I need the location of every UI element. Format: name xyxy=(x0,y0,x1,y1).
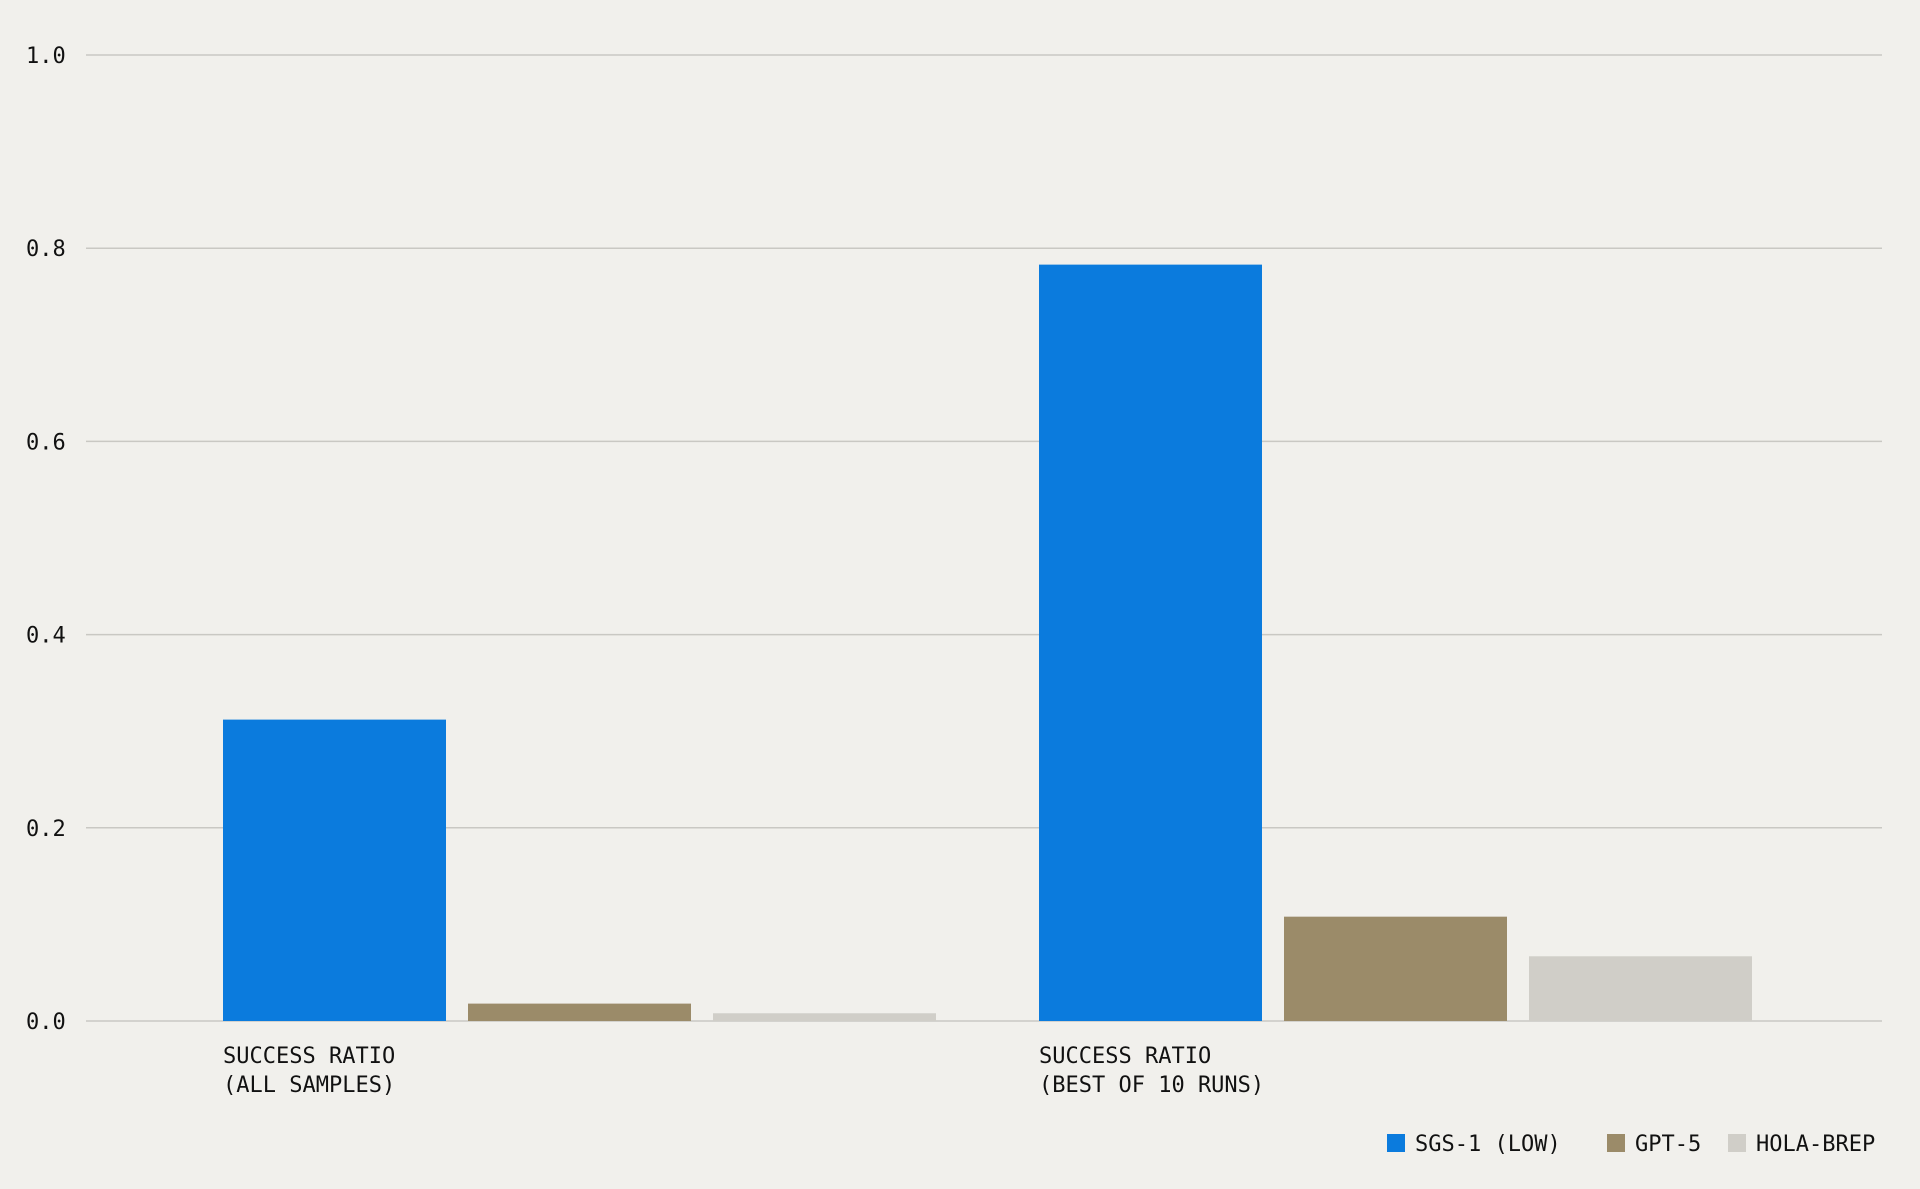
bar xyxy=(1284,916,1507,1021)
y-tick-label: 0.6 xyxy=(26,430,66,455)
category-labels: SUCCESS RATIO (ALL SAMPLES) SUCCESS RATIO (… xyxy=(223,1044,1264,1098)
bar xyxy=(223,719,446,1021)
legend-swatch xyxy=(1607,1134,1625,1152)
legend-swatch xyxy=(1728,1134,1746,1152)
x-category-label: SUCCESS RATIO xyxy=(1039,1044,1211,1069)
x-category-label: SUCCESS RATIO xyxy=(223,1044,395,1069)
x-category-label: (ALL SAMPLES) xyxy=(223,1073,395,1098)
bar xyxy=(713,1013,936,1021)
grid-layer: 0.0 0.2 0.4 0.6 0.8 1.0 xyxy=(26,44,1882,1035)
bar xyxy=(1529,956,1752,1021)
legend-label: GPT-5 xyxy=(1635,1132,1701,1157)
legend-label: HOLA-BREP xyxy=(1756,1132,1875,1157)
y-tick-label: 0.0 xyxy=(26,1010,66,1035)
y-tick-label: 1.0 xyxy=(26,44,66,69)
y-tick-label: 0.2 xyxy=(26,817,66,842)
y-tick-label: 0.8 xyxy=(26,237,66,262)
bar xyxy=(1039,264,1262,1021)
legend: SGS-1 (LOW) GPT-5 HOLA-BREP xyxy=(1387,1132,1875,1157)
y-tick-label: 0.4 xyxy=(26,624,66,649)
legend-swatch xyxy=(1387,1134,1405,1152)
bars-layer xyxy=(223,264,1752,1021)
legend-label: SGS-1 (LOW) xyxy=(1415,1132,1561,1157)
x-category-label: (BEST OF 10 RUNS) xyxy=(1039,1073,1264,1098)
bar xyxy=(468,1003,691,1021)
